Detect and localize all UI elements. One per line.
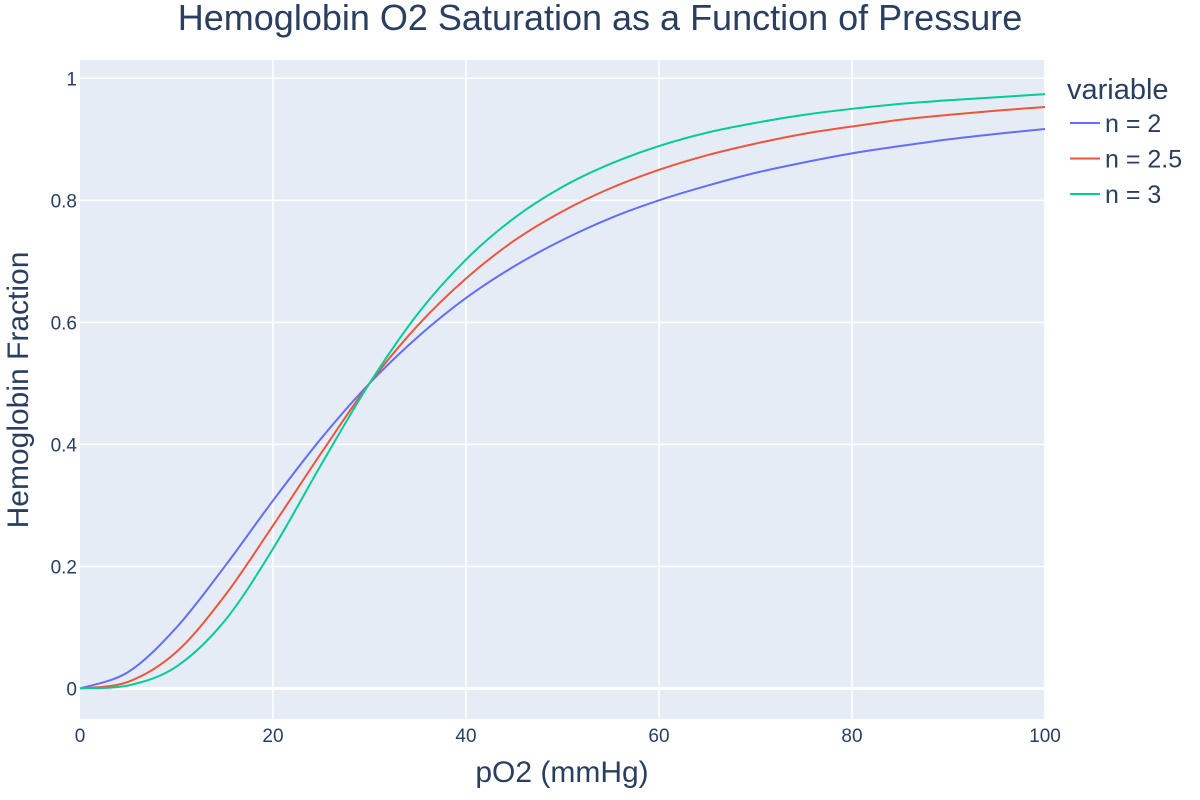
x-tick-label: 0: [75, 726, 86, 747]
y-tick-label: 1: [66, 69, 77, 90]
legend[interactable]: variable n = 2 n = 2.5 n = 3: [1067, 74, 1182, 209]
legend-item-n-2[interactable]: n = 2: [1070, 110, 1161, 138]
legend-label: n = 2: [1105, 110, 1161, 138]
plot-area: [80, 60, 1045, 719]
x-tick-label: 20: [262, 726, 283, 747]
legend-title: variable: [1067, 74, 1169, 106]
legend-label: n = 2.5: [1105, 146, 1182, 174]
x-axis-title: pO2 (mmHg): [475, 756, 648, 789]
y-axis-title: Hemoglobin Fraction: [2, 252, 35, 529]
series-line-n-2: [79, 127, 1046, 690]
x-tick-label: 100: [1029, 726, 1061, 747]
y-tick-label: 0.4: [51, 435, 78, 456]
legend-item-n-3[interactable]: n = 3: [1070, 181, 1161, 209]
x-tick-label: 40: [455, 726, 476, 747]
y-tick-label: 0.6: [51, 313, 77, 334]
x-tick-label: 60: [648, 726, 669, 747]
legend-item-n-2-5[interactable]: n = 2.5: [1070, 146, 1182, 174]
y-tick-label: 0.8: [51, 191, 77, 212]
chart-title: Hemoglobin O2 Saturation as a Function o…: [178, 0, 1022, 38]
series-line-n-3: [79, 93, 1046, 690]
series-line-n-2-5: [79, 105, 1046, 690]
y-tick-label: 0: [66, 679, 77, 700]
series-lines: [79, 93, 1046, 690]
legend-label: n = 3: [1105, 181, 1161, 209]
y-tick-label: 0.2: [51, 557, 77, 578]
x-tick-label: 80: [841, 726, 862, 747]
x-axis-ticks: 0 20 40 60 80 100: [75, 726, 1061, 747]
y-axis-ticks: 0 0.2 0.4 0.6 0.8 1: [51, 69, 78, 700]
